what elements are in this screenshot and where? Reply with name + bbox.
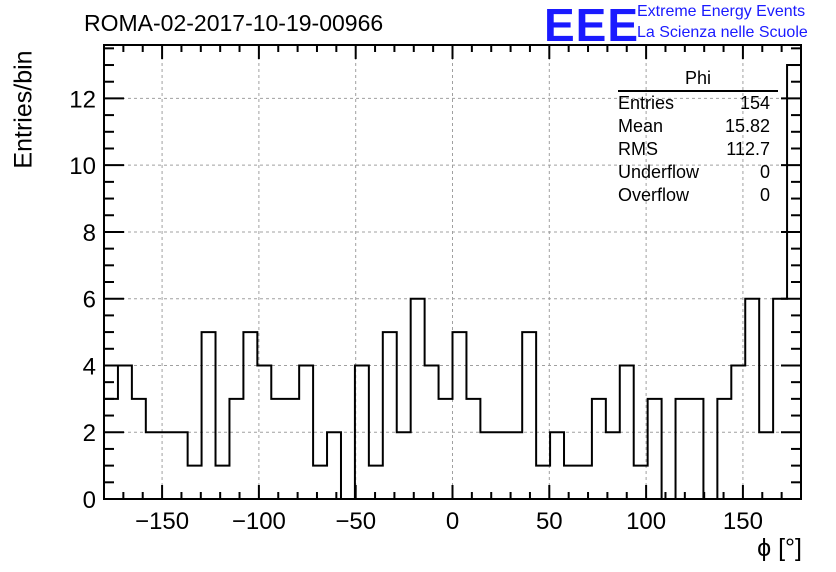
stats-box: Phi Entries 154 Mean 15.82 RMS 112.7 Underf… — [610, 68, 778, 207]
y-tick-label: 2 — [83, 420, 96, 447]
stats-label: RMS — [618, 139, 658, 159]
run-title: ROMA-02-2017-10-19-00966 — [84, 10, 384, 36]
stats-value: 0 — [759, 162, 770, 182]
x-axis-label: ϕ [°] — [757, 534, 802, 562]
stats-label: Underflow — [618, 162, 700, 182]
stats-row-mean: Mean 15.82 — [610, 115, 778, 138]
y-tick-label: 10 — [69, 153, 96, 180]
stats-row-overflow: Overflow 0 — [610, 184, 778, 207]
x-tick-label: 50 — [536, 508, 563, 535]
y-axis-label: Entries/bin — [9, 50, 38, 169]
eee-logo: EEE — [544, 0, 640, 51]
y-tick-label: 8 — [83, 220, 96, 247]
stats-label: Entries — [618, 93, 675, 113]
stats-value: 15.82 — [724, 116, 770, 136]
y-tick-label: 0 — [83, 487, 96, 514]
stats-value: 154 — [739, 93, 770, 113]
x-tick-label: −100 — [232, 508, 286, 535]
y-tick-label: 4 — [83, 353, 96, 380]
x-tick-label: 0 — [446, 508, 459, 535]
tick-labels: −150 −100 −50 0 50 100 150 0 2 4 6 8 10 12 — [69, 86, 763, 535]
x-tick-label: −50 — [335, 508, 376, 535]
stats-title: Phi — [618, 68, 778, 92]
x-tick-label: 100 — [626, 508, 666, 535]
y-tick-label: 6 — [83, 287, 96, 314]
logo-subtitle-2: La Scienza nelle Scuole — [637, 24, 808, 41]
logo-subtitle-1: Extreme Energy Events — [637, 3, 806, 20]
y-tick-label: 12 — [69, 86, 96, 113]
stats-row-underflow: Underflow 0 — [610, 161, 778, 184]
x-tick-label: 150 — [723, 508, 763, 535]
plot-frame — [103, 44, 802, 500]
stats-value: 112.7 — [726, 139, 770, 159]
stats-value: 0 — [759, 185, 770, 205]
x-tick-label: −150 — [135, 508, 189, 535]
stats-label: Mean — [618, 116, 664, 136]
stats-label: Overflow — [618, 185, 690, 205]
histogram-step-line — [103, 64, 802, 500]
stats-row-rms: RMS 112.7 — [610, 138, 778, 161]
stats-row-entries: Entries 154 — [610, 92, 778, 115]
